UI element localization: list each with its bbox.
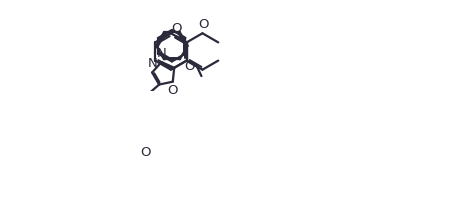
Text: O: O [168,84,178,97]
Text: N: N [157,47,166,60]
Text: O: O [199,18,209,31]
Text: O: O [140,146,151,159]
Text: O: O [184,60,195,73]
Text: N: N [147,57,157,70]
Text: O: O [172,22,182,35]
